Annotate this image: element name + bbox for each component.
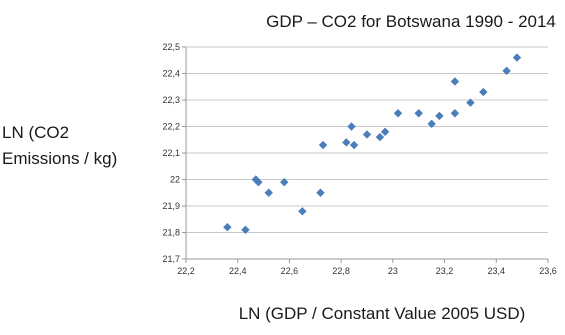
x-tick-label: 22,4	[229, 266, 247, 276]
data-point	[316, 188, 325, 197]
y-tick-label: 22,4	[162, 69, 180, 79]
gridlines	[186, 46, 548, 233]
data-point	[264, 188, 273, 197]
data-point	[380, 127, 390, 136]
y-tick-label: 22,2	[162, 122, 180, 132]
data-point	[512, 53, 522, 62]
data-point	[450, 109, 460, 118]
data-points	[223, 53, 522, 235]
data-point	[450, 77, 460, 86]
x-tick-label: 22,2	[177, 266, 195, 276]
data-point	[347, 122, 356, 131]
chart-title: GDP – CO2 for Botswana 1990 - 2014	[266, 12, 556, 31]
y-tick-label: 22	[170, 175, 180, 185]
data-point	[318, 140, 328, 150]
data-point	[479, 87, 488, 97]
y-axis-label-line-1: LN (CO2	[2, 123, 69, 142]
data-point	[280, 177, 289, 187]
y-tick-label: 21,9	[162, 201, 180, 211]
y-axis-label-line-2: Emissions / kg)	[2, 149, 117, 168]
data-point	[362, 130, 372, 139]
data-point	[502, 66, 511, 76]
data-point	[342, 138, 351, 147]
data-point	[435, 111, 444, 121]
x-tick-label: 23,2	[436, 266, 454, 276]
x-tick-label: 22,6	[281, 266, 299, 276]
y-tick-label: 22,1	[162, 148, 180, 158]
x-tick-label: 22,8	[332, 266, 350, 276]
data-point	[298, 207, 307, 216]
tick-labels: 22,5 22,4 22,3 22,2 22,1 22 21,9 21,8 21,7 22,2 22…	[162, 42, 556, 276]
y-tick-label: 22,3	[162, 95, 180, 105]
data-point	[349, 140, 359, 150]
data-point	[427, 119, 436, 129]
y-tick-label: 22,5	[162, 42, 180, 52]
data-point	[375, 132, 385, 142]
data-point	[241, 225, 250, 235]
data-point	[414, 109, 423, 118]
x-tick-label: 23	[388, 266, 398, 276]
data-point	[466, 98, 475, 107]
x-tick-label: 23,6	[539, 266, 557, 276]
y-tick-label: 21,7	[162, 254, 180, 264]
data-point	[393, 109, 403, 118]
axes	[182, 46, 549, 263]
x-tick-label: 23,4	[488, 266, 506, 276]
data-point	[223, 223, 232, 232]
x-axis-label: LN (GDP / Constant Value 2005 USD)	[239, 304, 526, 323]
data-point	[254, 177, 263, 187]
y-tick-label: 21,8	[162, 228, 180, 238]
